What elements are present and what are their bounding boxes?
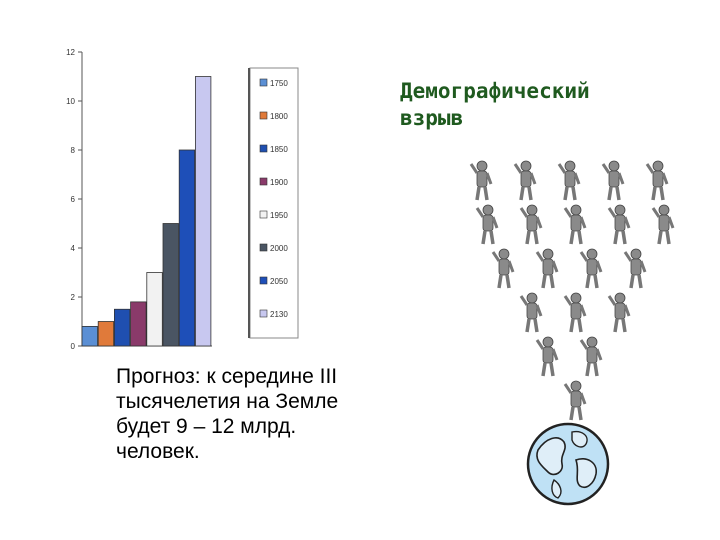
bar-2000 <box>162 223 179 347</box>
person-icon <box>519 204 543 245</box>
person-icon <box>519 292 543 333</box>
forecast-caption: Прогноз: к середине III тысячелетия на З… <box>116 365 339 463</box>
legend-label-2000: 2000 <box>270 244 288 253</box>
person-icon <box>563 380 587 421</box>
y-tick-label: 8 <box>71 146 76 155</box>
bar-1950 <box>146 272 163 347</box>
legend-label-1750: 1750 <box>270 79 288 88</box>
y-tick-label: 10 <box>66 97 75 106</box>
bar-1750 <box>81 325 98 347</box>
y-tick-label: 4 <box>71 244 76 253</box>
bar-2050 <box>178 149 196 347</box>
legend-label-2130: 2130 <box>270 310 288 319</box>
bar-1800 <box>97 321 115 347</box>
person-icon <box>607 292 631 333</box>
person-icon <box>601 160 625 201</box>
person-icon <box>607 204 631 245</box>
legend-swatch-2000 <box>259 243 268 252</box>
legend-swatch-2130 <box>259 309 268 318</box>
slide-title: Демографический взрыв <box>400 79 590 130</box>
legend-swatch-1950 <box>259 210 268 219</box>
person-icon <box>557 160 581 201</box>
person-icon <box>651 204 675 245</box>
legend-swatch-1750 <box>259 78 268 87</box>
person-icon <box>645 160 669 201</box>
legend-swatch-1800 <box>259 111 268 120</box>
legend-box <box>249 67 299 339</box>
person-icon <box>469 160 493 201</box>
globe-icon <box>526 422 610 506</box>
y-tick-label: 12 <box>66 48 75 57</box>
person-icon <box>563 292 587 333</box>
legend-label-1950: 1950 <box>270 211 288 220</box>
person-icon <box>563 204 587 245</box>
legend-swatch-1850 <box>259 144 268 153</box>
person-icon <box>579 248 603 289</box>
legend-swatch-2050 <box>259 276 268 285</box>
bar-2130 <box>194 76 212 347</box>
person-icon <box>513 160 537 201</box>
person-icon <box>535 336 559 377</box>
legend-label-1900: 1900 <box>270 178 288 187</box>
person-icon <box>579 336 603 377</box>
y-tick-label: 2 <box>71 293 76 302</box>
legend-label-2050: 2050 <box>270 277 288 286</box>
legend-label-1800: 1800 <box>270 112 288 121</box>
legend-label-1850: 1850 <box>270 145 288 154</box>
person-icon <box>535 248 559 289</box>
people-illustration <box>469 160 675 421</box>
person-icon <box>491 248 515 289</box>
y-tick-label: 0 <box>71 342 76 351</box>
bar-1900 <box>130 301 147 347</box>
person-icon <box>475 204 499 245</box>
y-tick-label: 6 <box>71 195 76 204</box>
bar-1850 <box>114 308 131 347</box>
legend-swatch-1900 <box>259 177 268 186</box>
person-icon <box>623 248 647 289</box>
